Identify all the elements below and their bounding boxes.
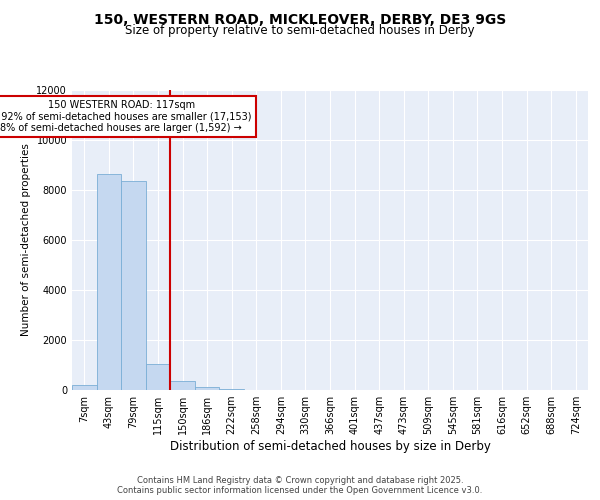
Text: Contains HM Land Registry data © Crown copyright and database right 2025.
Contai: Contains HM Land Registry data © Crown c… <box>118 476 482 495</box>
Bar <box>97 174 121 390</box>
Bar <box>220 389 244 390</box>
Text: 150, WESTERN ROAD, MICKLEOVER, DERBY, DE3 9GS: 150, WESTERN ROAD, MICKLEOVER, DERBY, DE… <box>94 12 506 26</box>
Text: 150 WESTERN ROAD: 117sqm
← 92% of semi-detached houses are smaller (17,153)
8% o: 150 WESTERN ROAD: 117sqm ← 92% of semi-d… <box>0 100 252 133</box>
Y-axis label: Number of semi-detached properties: Number of semi-detached properties <box>21 144 31 336</box>
Text: Size of property relative to semi-detached houses in Derby: Size of property relative to semi-detach… <box>125 24 475 37</box>
Bar <box>146 364 170 390</box>
Bar <box>195 387 220 390</box>
Bar <box>121 181 146 390</box>
X-axis label: Distribution of semi-detached houses by size in Derby: Distribution of semi-detached houses by … <box>170 440 490 453</box>
Bar <box>72 385 97 390</box>
Bar <box>170 381 195 390</box>
